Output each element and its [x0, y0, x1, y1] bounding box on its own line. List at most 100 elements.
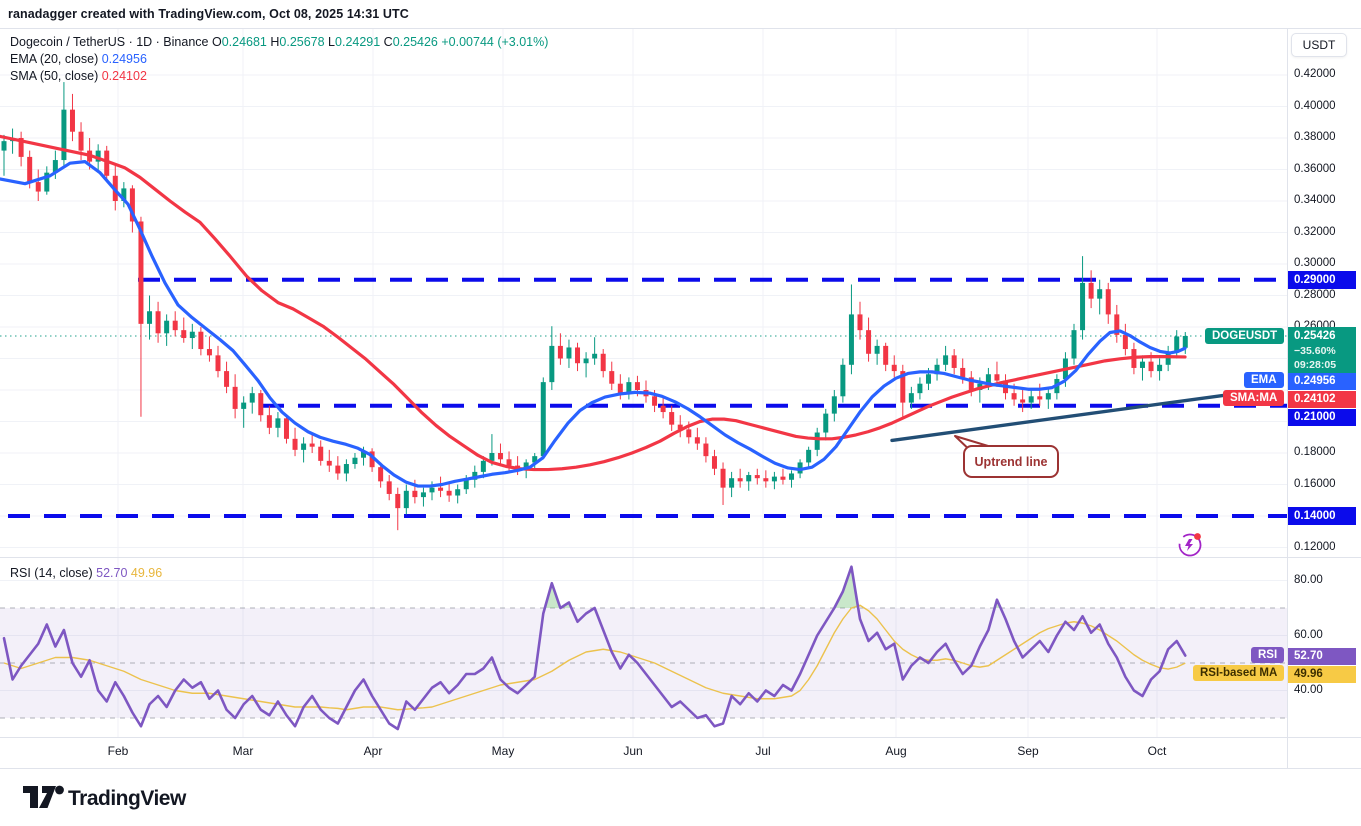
- callout-box[interactable]: [963, 445, 1059, 478]
- axis-badge: 0.14000: [1288, 507, 1356, 525]
- time-axis-label-jun[interactable]: Jun: [623, 744, 643, 758]
- candle-body: [61, 109, 67, 161]
- candle-body: [968, 377, 974, 390]
- rsi-legend[interactable]: RSI (14, close) 52.70 49.96: [10, 566, 162, 580]
- tradingview-logo[interactable]: TradingView: [22, 780, 242, 814]
- price-axis-label: 0.42000: [1294, 68, 1336, 80]
- candle-body: [147, 311, 153, 324]
- callout-join-mask: [974, 447, 1000, 454]
- sma-legend-row: SMA (50, close) 0.24102: [10, 68, 548, 85]
- symbol-title[interactable]: Dogecoin / TetherUS · 1D · Binance: [10, 35, 209, 49]
- price-axis-label: 0.40000: [1294, 99, 1336, 112]
- change-value: +0.00744 (+3.01%): [437, 35, 549, 49]
- time-axis-label-apr[interactable]: Apr: [363, 744, 383, 758]
- candle-body: [224, 371, 230, 387]
- candle-body: [506, 459, 512, 466]
- ohlc-letter: H: [266, 35, 280, 49]
- candle-body: [831, 396, 837, 414]
- sma-line[interactable]: [0, 134, 1187, 472]
- candle-body: [301, 443, 307, 450]
- uptrend-line[interactable]: [890, 391, 1242, 443]
- ohlc-letter: L: [324, 35, 336, 49]
- rsi-ma-line[interactable]: [3, 604, 1186, 711]
- candle-body: [626, 382, 632, 394]
- ema-line[interactable]: [0, 160, 1187, 488]
- ema-label[interactable]: EMA (20, close): [10, 52, 99, 66]
- ohlc-number: 0.24291: [335, 35, 381, 49]
- candle-body: [44, 172, 50, 192]
- candle-body: [164, 320, 170, 334]
- divider-bottom: [0, 768, 1361, 769]
- candle-body: [771, 476, 777, 482]
- candle-body: [172, 320, 178, 331]
- time-axis-label-aug[interactable]: Aug: [885, 744, 907, 758]
- candle-body: [95, 150, 101, 162]
- candle-body: [823, 413, 829, 433]
- price-axis-label: 0.32000: [1294, 225, 1336, 238]
- candle-body: [215, 355, 221, 372]
- divider-panes[interactable]: [0, 557, 1361, 558]
- candle-body: [729, 478, 735, 488]
- candle-body: [1174, 336, 1180, 353]
- candle-body: [1011, 393, 1017, 400]
- price-axis-label: 0.18000: [1294, 446, 1336, 458]
- candle-body: [711, 456, 717, 469]
- candle-body: [480, 460, 486, 472]
- time-axis-label-mar[interactable]: Mar: [232, 744, 254, 758]
- candle-body: [121, 188, 127, 201]
- candle-body: [925, 374, 931, 384]
- time-axis-label-may[interactable]: May: [491, 744, 515, 758]
- candle-body: [994, 374, 1000, 381]
- candle-body: [241, 402, 247, 409]
- candle-body: [934, 364, 940, 375]
- currency-toggle-button[interactable]: USDT: [1291, 33, 1347, 57]
- candle-body: [104, 150, 110, 176]
- candle-body: [412, 490, 418, 498]
- price-axis-label: 0.16000: [1294, 477, 1336, 490]
- candle-body: [326, 460, 332, 466]
- candle-body: [206, 349, 212, 356]
- ohlc-number: 0.25426: [392, 35, 438, 49]
- rsi-label[interactable]: RSI (14, close): [10, 566, 93, 580]
- candle-body: [18, 138, 24, 157]
- candle-body: [703, 443, 709, 457]
- candle-body: [309, 443, 315, 447]
- candle-body: [472, 471, 478, 480]
- time-axis-label-sep[interactable]: Sep: [1017, 744, 1039, 758]
- candle-body: [403, 490, 409, 509]
- candle-body: [129, 188, 135, 222]
- time-axis-label-feb[interactable]: Feb: [107, 744, 129, 758]
- candle-body: [1105, 289, 1111, 315]
- candle-body: [1165, 352, 1171, 365]
- symbol-legend[interactable]: Dogecoin / TetherUS · 1D · Binance O0.24…: [10, 34, 548, 85]
- candle-body: [292, 438, 298, 450]
- candle-body: [857, 314, 863, 331]
- time-axis-label-oct[interactable]: Oct: [1147, 744, 1167, 758]
- candle-body: [155, 311, 161, 334]
- candle-body: [27, 156, 33, 183]
- ohlc-number: 0.25678: [279, 35, 325, 49]
- ema-legend-row: EMA (20, close) 0.24956: [10, 51, 548, 68]
- axis-badge: 52.70: [1288, 647, 1356, 665]
- ohlc-number: 0.24681: [221, 35, 267, 49]
- sma-label[interactable]: SMA (50, close): [10, 69, 99, 83]
- time-axis-label-jul[interactable]: Jul: [755, 744, 771, 758]
- series-label-ema: EMA: [1244, 372, 1284, 388]
- symbol-legend-row: Dogecoin / TetherUS · 1D · Binance O0.24…: [10, 34, 548, 51]
- candle-body: [532, 456, 538, 463]
- rsi-line[interactable]: [2, 565, 1187, 731]
- candle-body: [523, 462, 529, 469]
- candle-body: [609, 371, 615, 384]
- series-label-rsi-based-ma: RSI-based MA: [1193, 665, 1285, 681]
- candle-body: [575, 347, 581, 364]
- candle-body: [1097, 289, 1103, 299]
- candle-body: [232, 386, 238, 409]
- axis-badge: 09:28:05: [1288, 357, 1356, 373]
- flash-icon-bolt: [1185, 539, 1193, 551]
- candle-body: [737, 478, 743, 482]
- ohlc-letter: C: [380, 35, 393, 49]
- candle-body: [395, 493, 401, 509]
- candle-body: [249, 393, 255, 403]
- candle-body: [600, 353, 606, 372]
